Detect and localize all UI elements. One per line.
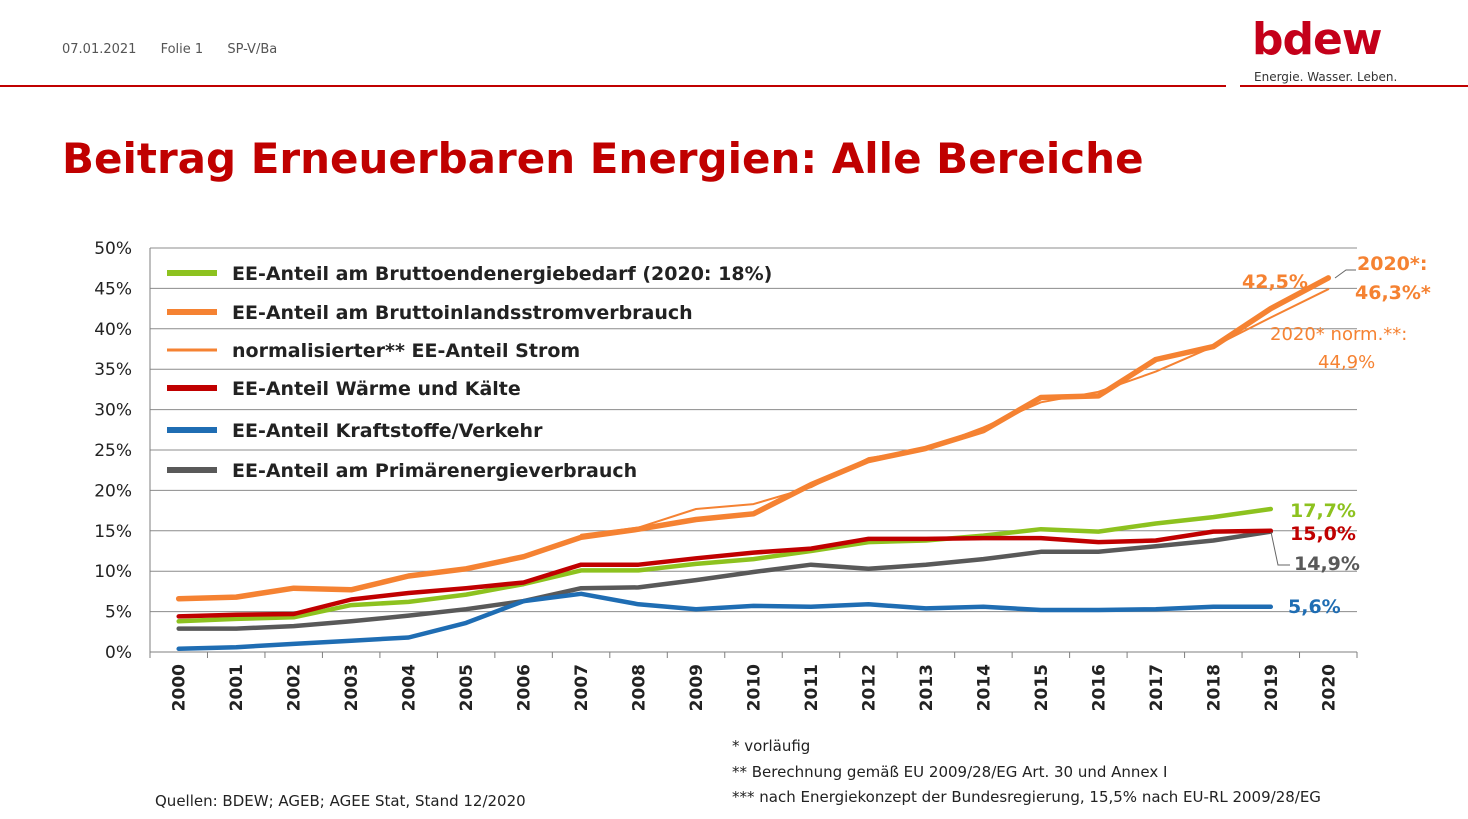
series-line-4 — [176, 528, 1274, 619]
slide-number: Folie 1 — [160, 42, 204, 57]
y-tick-label: 10% — [94, 562, 132, 582]
y-tick-label: 20% — [94, 481, 132, 501]
x-tick-label: 2015 — [1032, 664, 1052, 711]
y-tick-label: 5% — [105, 603, 132, 623]
x-tick-label: 2017 — [1147, 664, 1167, 711]
x-tick-label: 2003 — [342, 664, 362, 711]
page-title: Beitrag Erneuerbaren Energien: Alle Bere… — [62, 134, 1144, 183]
data-label: 2020*: — [1357, 253, 1427, 275]
series-line-2 — [175, 275, 1332, 602]
x-tick-label: 2016 — [1089, 664, 1109, 711]
x-tick-label: 2002 — [285, 664, 305, 711]
y-tick-label: 15% — [94, 522, 132, 542]
legend-label: normalisierter** EE-Anteil Strom — [232, 340, 580, 362]
x-tick-label: 2014 — [974, 664, 994, 711]
footnote-preliminary: * vorläufig — [732, 737, 811, 755]
series-line-5 — [176, 591, 1274, 652]
x-tick-label: 2008 — [630, 664, 650, 711]
y-tick-label: 40% — [94, 320, 132, 340]
slide-ref: SP-V/Ba — [227, 42, 278, 57]
y-tick-label: 50% — [94, 239, 132, 259]
bdew-logo: bdew — [1252, 14, 1382, 65]
footnote-calculation: ** Berechnung gemäß EU 2009/28/EG Art. 3… — [732, 763, 1168, 781]
x-tick-label: 2020 — [1319, 664, 1339, 711]
logo-tagline: Energie. Wasser. Leben. — [1254, 70, 1398, 84]
data-label: 2020* norm.**: — [1270, 324, 1407, 345]
y-tick-label: 0% — [105, 643, 132, 663]
x-tick-label: 2012 — [859, 664, 879, 711]
x-tick-label: 2011 — [802, 664, 822, 711]
data-label: 15,0% — [1290, 523, 1356, 545]
series-line-3 — [580, 288, 1330, 536]
legend-label: EE-Anteil am Bruttoinlandsstromverbrauch — [232, 302, 693, 324]
data-label: 42,5% — [1242, 271, 1308, 293]
x-tick-label: 2018 — [1204, 664, 1224, 711]
x-tick-label: 2010 — [745, 664, 765, 711]
data-label: 5,6% — [1288, 596, 1341, 618]
data-label: 46,3%* — [1355, 282, 1431, 304]
leader-line — [1334, 269, 1356, 279]
x-tick-label: 2019 — [1262, 664, 1282, 711]
data-label: 17,7% — [1290, 500, 1356, 522]
legend-label: EE-Anteil am Primärenergieverbrauch — [232, 460, 637, 482]
header-divider — [0, 85, 1226, 87]
footnote-energy-concept: *** nach Energiekonzept der Bundesregier… — [732, 788, 1321, 806]
x-tick-label: 2005 — [457, 664, 477, 711]
data-label: 14,9% — [1294, 553, 1360, 575]
y-tick-label: 45% — [94, 279, 132, 299]
x-tick-label: 2006 — [515, 664, 535, 711]
y-tick-label: 30% — [94, 401, 132, 421]
sources-note: Quellen: BDEW; AGEB; AGEE Stat, Stand 12… — [155, 792, 526, 810]
legend-label: EE-Anteil Kraftstoffe/Verkehr — [232, 420, 543, 442]
leader-line — [1270, 531, 1290, 566]
slide-meta: 07.01.2021 Folie 1 SP-V/Ba — [62, 42, 297, 57]
data-label: 44,9% — [1318, 352, 1375, 373]
x-tick-label: 2004 — [400, 664, 420, 711]
y-tick-label: 25% — [94, 441, 132, 461]
slide-date: 07.01.2021 — [62, 42, 137, 57]
x-tick-label: 2009 — [687, 664, 707, 711]
x-tick-label: 2001 — [227, 664, 247, 711]
legend-label: EE-Anteil Wärme und Kälte — [232, 378, 521, 400]
y-tick-label: 35% — [94, 360, 132, 380]
legend-label: EE-Anteil am Bruttoendenergiebedarf (202… — [232, 263, 772, 285]
header-divider-right — [1240, 85, 1468, 87]
series-line-1 — [176, 506, 1274, 624]
x-tick-label: 2000 — [170, 664, 190, 711]
x-tick-label: 2013 — [917, 664, 937, 711]
x-tick-label: 2007 — [572, 664, 592, 711]
series-line-6 — [176, 529, 1274, 631]
